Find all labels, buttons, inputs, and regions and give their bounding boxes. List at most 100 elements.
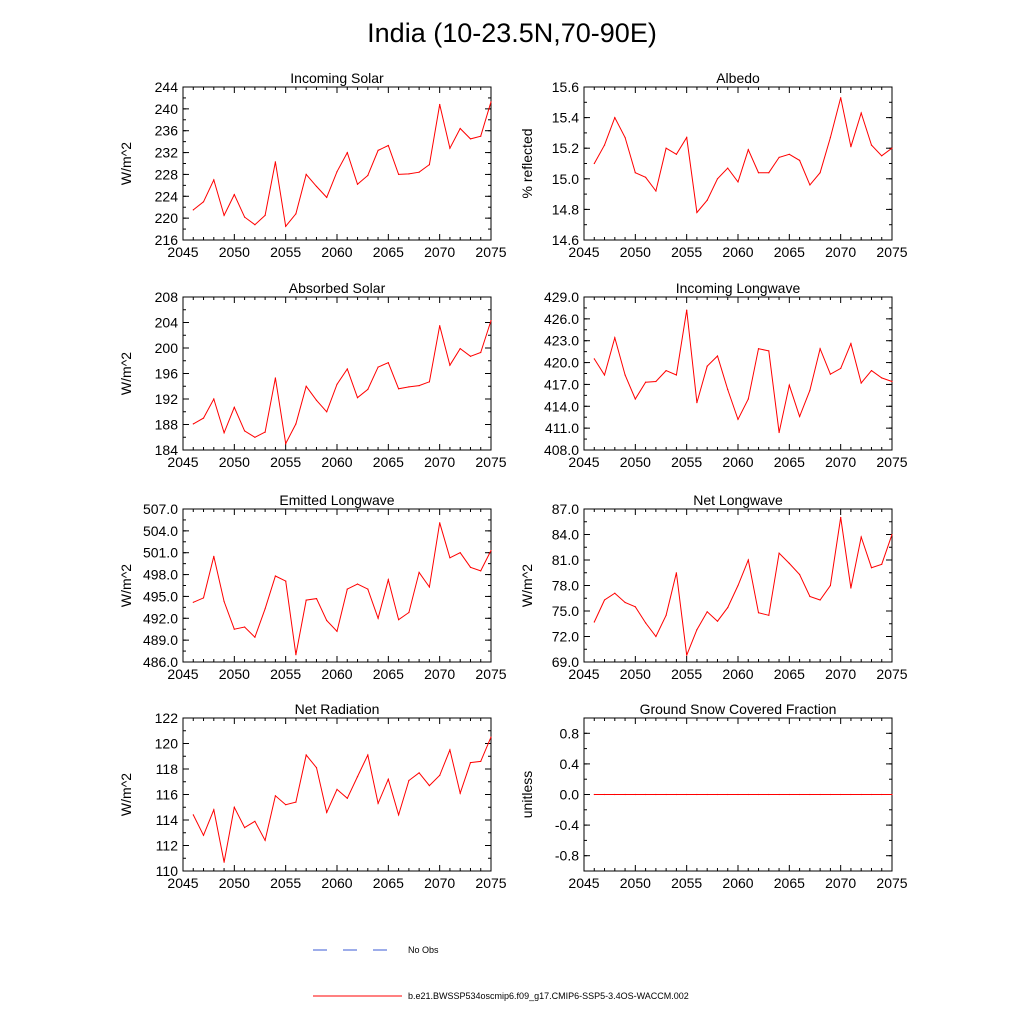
data-point [799,793,801,796]
y-tick-label: 112 [156,838,179,854]
x-tick-label: 2070 [424,875,455,891]
panel-2: Albedo % reflected 2045 2050 2055 2060 2065 207… [519,70,908,260]
y-axis-label: W/m^2 [519,564,535,607]
data-point [367,754,369,756]
data-point [254,224,256,226]
data-point [213,809,215,811]
data-point [768,793,770,796]
y-tick-label: 0.4 [560,756,580,772]
y-tick-label: 489.0 [143,632,178,648]
data-point [244,430,246,432]
data-point [675,572,678,574]
data-point [274,575,276,577]
data-point [624,601,626,604]
data-point [696,629,698,631]
data-point [675,374,678,376]
data-point [655,190,657,192]
data-point [603,599,606,601]
data-point [860,793,862,796]
y-tick-label: 116 [156,787,179,803]
y-axis-label: unitless [519,771,535,818]
data-point [418,571,420,574]
x-tick-label: 2065 [774,454,805,470]
data-point [860,112,862,114]
panel-title: Emitted Longwave [279,492,394,508]
data-point [757,348,760,350]
x-tick-label: 2065 [774,875,805,891]
data-point [614,592,616,594]
panel-6: Net Longwave W/m^2 2045 2050 2055 2060 2065 207… [519,492,908,682]
data-point [706,365,708,367]
y-tick-label: 14.6 [552,232,579,248]
data-point [346,368,348,370]
data-point [593,358,595,360]
data-point [870,370,873,372]
x-tick-label: 2070 [424,666,455,682]
data-point [233,406,235,408]
data-point [274,795,276,797]
x-tick-label: 2070 [825,666,856,682]
plot-frame [182,296,492,451]
data-point [439,774,441,777]
data-point [737,793,739,796]
series-line [192,101,492,228]
x-tick-label: 2050 [219,875,250,891]
data-point [326,411,328,413]
data-point [387,778,389,780]
data-point [881,793,883,796]
x-tick-label: 2060 [722,454,753,470]
data-point [645,622,647,624]
data-point [840,97,842,99]
x-tick-label: 2065 [373,454,404,470]
data-point [480,570,482,572]
y-tick-label: 236 [155,123,179,139]
data-point [788,153,790,155]
data-point [768,350,770,352]
series-line [593,97,893,214]
data-point [408,386,410,388]
x-tick-label: 2075 [876,454,907,470]
data-point [336,383,338,385]
data-point [870,144,873,146]
y-tick-label: 15.6 [552,79,579,95]
x-tick-label: 2050 [620,666,651,682]
data-point [706,611,708,613]
x-tick-label: 2060 [321,454,352,470]
data-point [254,820,256,822]
x-tick-label: 2050 [620,454,651,470]
data-point [387,579,389,581]
data-point [336,171,338,173]
data-point [274,377,276,379]
data-point [665,793,667,796]
y-axis-label: W/m^2 [118,564,134,607]
data-point [490,549,492,552]
y-tick-label: 120 [155,736,179,752]
data-point [367,174,369,177]
data-point [346,588,348,590]
y-tick-label: 411.0 [545,420,579,436]
data-point [295,213,297,215]
data-point [356,583,359,585]
y-tick-label: 429.0 [544,289,579,305]
y-tick-label: 232 [155,145,179,161]
data-point [336,788,338,791]
x-tick-label: 2075 [475,875,506,891]
y-tick-label: 492.0 [143,610,178,626]
y-tick-label: 216 [155,232,179,248]
data-point [315,598,318,600]
data-point [747,559,749,561]
x-tick-label: 2060 [321,666,352,682]
data-point [747,149,749,151]
y-tick-label: -0.4 [555,817,579,833]
data-point [326,619,328,622]
data-point [614,793,616,796]
x-tick-label: 2045 [568,454,599,470]
data-point [213,179,215,181]
y-tick-label: 72.0 [552,629,579,645]
data-point [398,388,400,390]
data-point [490,101,492,103]
x-tick-label: 2045 [568,875,599,891]
data-point [295,801,297,803]
y-tick-label: 504.0 [143,523,178,539]
data-point [655,635,657,638]
